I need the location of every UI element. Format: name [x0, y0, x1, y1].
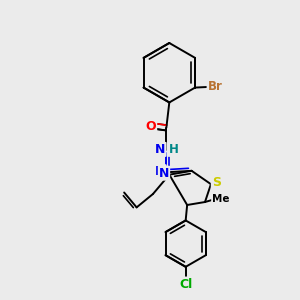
- Text: N: N: [155, 143, 166, 156]
- Text: O: O: [146, 120, 156, 133]
- Text: Me: Me: [212, 194, 230, 204]
- Text: Br: Br: [208, 80, 222, 94]
- Text: N: N: [159, 167, 169, 180]
- Text: Cl: Cl: [179, 278, 192, 290]
- Text: N: N: [155, 165, 166, 178]
- Text: S: S: [212, 176, 221, 189]
- Text: H: H: [169, 143, 178, 156]
